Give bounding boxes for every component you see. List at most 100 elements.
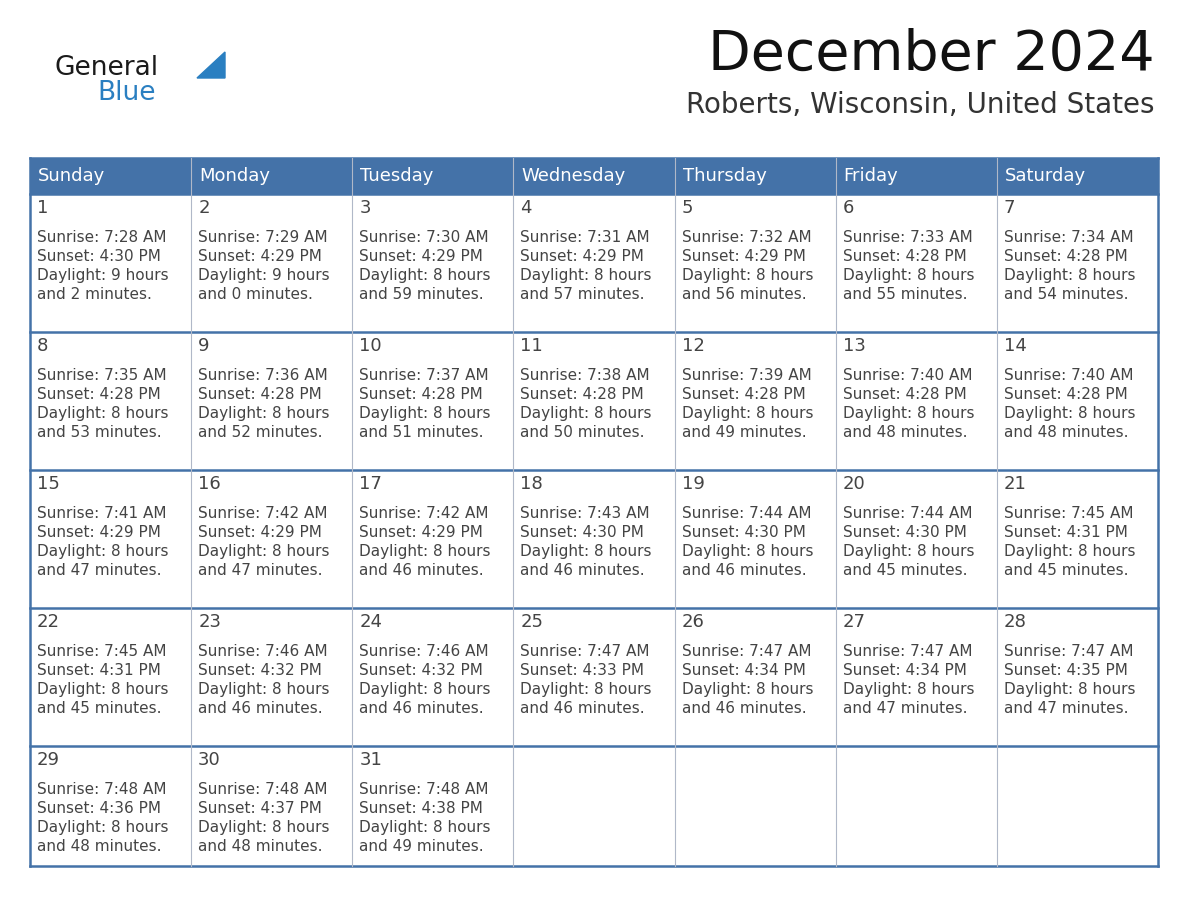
Text: Sunset: 4:28 PM: Sunset: 4:28 PM	[37, 387, 160, 402]
Text: Sunrise: 7:31 AM: Sunrise: 7:31 AM	[520, 230, 650, 245]
Text: and 47 minutes.: and 47 minutes.	[198, 563, 323, 578]
Text: 10: 10	[359, 337, 381, 355]
Text: 16: 16	[198, 475, 221, 493]
Text: Daylight: 8 hours: Daylight: 8 hours	[198, 544, 329, 559]
Text: Sunrise: 7:35 AM: Sunrise: 7:35 AM	[37, 368, 166, 383]
Text: and 45 minutes.: and 45 minutes.	[842, 563, 967, 578]
Text: Sunrise: 7:47 AM: Sunrise: 7:47 AM	[1004, 644, 1133, 659]
Bar	[191, 608, 353, 746]
Bar	[191, 746, 353, 866]
Text: 21: 21	[1004, 475, 1026, 493]
Text: 11: 11	[520, 337, 543, 355]
Text: Sunrise: 7:47 AM: Sunrise: 7:47 AM	[520, 644, 650, 659]
Text: December 2024: December 2024	[708, 28, 1155, 82]
Text: Sunrise: 7:43 AM: Sunrise: 7:43 AM	[520, 506, 650, 521]
Bar	[835, 608, 997, 746]
Text: Sunset: 4:37 PM: Sunset: 4:37 PM	[198, 801, 322, 816]
Text: Daylight: 8 hours: Daylight: 8 hours	[359, 682, 491, 697]
Text: Daylight: 8 hours: Daylight: 8 hours	[682, 268, 813, 283]
Text: 18: 18	[520, 475, 543, 493]
Text: Friday: Friday	[843, 167, 898, 185]
Text: and 48 minutes.: and 48 minutes.	[842, 425, 967, 440]
Bar	[513, 332, 675, 470]
Text: Sunset: 4:34 PM: Sunset: 4:34 PM	[842, 663, 967, 678]
Text: Daylight: 8 hours: Daylight: 8 hours	[842, 406, 974, 421]
Bar	[675, 470, 835, 608]
Text: Sunset: 4:31 PM: Sunset: 4:31 PM	[1004, 525, 1127, 540]
Text: Daylight: 8 hours: Daylight: 8 hours	[842, 682, 974, 697]
Text: Sunset: 4:32 PM: Sunset: 4:32 PM	[198, 663, 322, 678]
Text: and 50 minutes.: and 50 minutes.	[520, 425, 645, 440]
Text: Sunrise: 7:46 AM: Sunrise: 7:46 AM	[359, 644, 489, 659]
Text: Sunrise: 7:29 AM: Sunrise: 7:29 AM	[198, 230, 328, 245]
Text: Daylight: 8 hours: Daylight: 8 hours	[842, 268, 974, 283]
Text: Sunset: 4:30 PM: Sunset: 4:30 PM	[682, 525, 805, 540]
Bar	[513, 194, 675, 332]
Text: Sunrise: 7:42 AM: Sunrise: 7:42 AM	[198, 506, 328, 521]
Text: Sunset: 4:28 PM: Sunset: 4:28 PM	[1004, 387, 1127, 402]
Text: 4: 4	[520, 199, 532, 217]
Bar	[675, 608, 835, 746]
Text: Sunrise: 7:48 AM: Sunrise: 7:48 AM	[359, 782, 488, 797]
Bar	[353, 746, 513, 866]
Text: and 52 minutes.: and 52 minutes.	[198, 425, 323, 440]
Text: Sunset: 4:30 PM: Sunset: 4:30 PM	[37, 249, 160, 264]
Bar	[513, 608, 675, 746]
Text: Sunrise: 7:45 AM: Sunrise: 7:45 AM	[37, 644, 166, 659]
Text: Daylight: 8 hours: Daylight: 8 hours	[1004, 268, 1136, 283]
Text: 29: 29	[37, 751, 61, 769]
Text: Sunset: 4:29 PM: Sunset: 4:29 PM	[359, 249, 484, 264]
Text: Daylight: 8 hours: Daylight: 8 hours	[682, 682, 813, 697]
Text: Sunset: 4:30 PM: Sunset: 4:30 PM	[520, 525, 644, 540]
Text: Sunset: 4:31 PM: Sunset: 4:31 PM	[37, 663, 160, 678]
Text: Daylight: 8 hours: Daylight: 8 hours	[1004, 682, 1136, 697]
Text: 13: 13	[842, 337, 866, 355]
Text: 14: 14	[1004, 337, 1026, 355]
Text: Sunset: 4:28 PM: Sunset: 4:28 PM	[842, 249, 967, 264]
Text: General: General	[55, 55, 159, 81]
Polygon shape	[197, 52, 225, 78]
Bar	[353, 332, 513, 470]
Text: and 46 minutes.: and 46 minutes.	[520, 701, 645, 716]
Text: Daylight: 8 hours: Daylight: 8 hours	[198, 406, 329, 421]
Text: Daylight: 8 hours: Daylight: 8 hours	[520, 544, 652, 559]
Text: Sunset: 4:29 PM: Sunset: 4:29 PM	[682, 249, 805, 264]
Bar	[191, 194, 353, 332]
Text: 28: 28	[1004, 613, 1026, 631]
Text: Sunrise: 7:30 AM: Sunrise: 7:30 AM	[359, 230, 489, 245]
Bar	[30, 194, 191, 332]
Text: Sunrise: 7:48 AM: Sunrise: 7:48 AM	[37, 782, 166, 797]
Text: Sunset: 4:33 PM: Sunset: 4:33 PM	[520, 663, 644, 678]
Text: Sunset: 4:32 PM: Sunset: 4:32 PM	[359, 663, 484, 678]
Text: and 47 minutes.: and 47 minutes.	[842, 701, 967, 716]
Text: and 46 minutes.: and 46 minutes.	[682, 563, 807, 578]
Text: Sunrise: 7:37 AM: Sunrise: 7:37 AM	[359, 368, 489, 383]
Text: Sunrise: 7:44 AM: Sunrise: 7:44 AM	[842, 506, 972, 521]
Text: Sunrise: 7:28 AM: Sunrise: 7:28 AM	[37, 230, 166, 245]
Text: and 49 minutes.: and 49 minutes.	[682, 425, 807, 440]
Text: 19: 19	[682, 475, 704, 493]
Text: 17: 17	[359, 475, 383, 493]
Text: 25: 25	[520, 613, 543, 631]
Text: 27: 27	[842, 613, 866, 631]
Text: Sunrise: 7:38 AM: Sunrise: 7:38 AM	[520, 368, 650, 383]
Bar	[513, 746, 675, 866]
Text: and 47 minutes.: and 47 minutes.	[1004, 701, 1129, 716]
Text: and 57 minutes.: and 57 minutes.	[520, 287, 645, 302]
Text: Sunrise: 7:33 AM: Sunrise: 7:33 AM	[842, 230, 973, 245]
Bar	[835, 194, 997, 332]
Text: Daylight: 8 hours: Daylight: 8 hours	[359, 406, 491, 421]
Text: Daylight: 8 hours: Daylight: 8 hours	[198, 820, 329, 835]
Text: Monday: Monday	[200, 167, 270, 185]
Text: 23: 23	[198, 613, 221, 631]
Text: Daylight: 8 hours: Daylight: 8 hours	[520, 406, 652, 421]
Text: Blue: Blue	[97, 80, 156, 106]
Text: 15: 15	[37, 475, 59, 493]
Text: Sunset: 4:28 PM: Sunset: 4:28 PM	[520, 387, 644, 402]
Text: and 54 minutes.: and 54 minutes.	[1004, 287, 1129, 302]
Text: Sunrise: 7:36 AM: Sunrise: 7:36 AM	[198, 368, 328, 383]
Text: Daylight: 8 hours: Daylight: 8 hours	[520, 682, 652, 697]
Text: and 51 minutes.: and 51 minutes.	[359, 425, 484, 440]
Bar	[191, 332, 353, 470]
Text: Tuesday: Tuesday	[360, 167, 434, 185]
